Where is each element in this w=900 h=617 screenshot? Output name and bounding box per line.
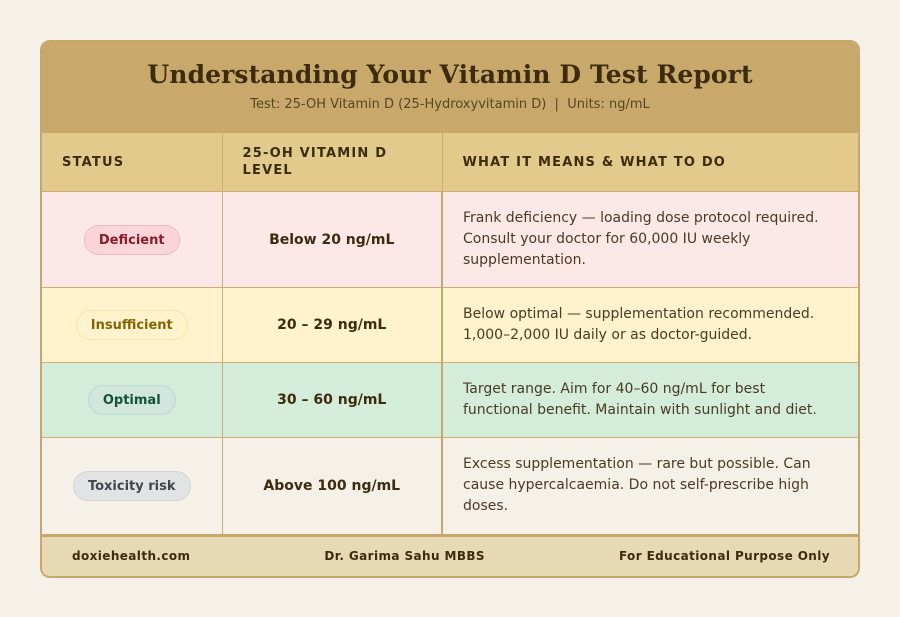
table-row-insufficient: Insufficient 20 – 29 ng/mL Below optimal… xyxy=(42,287,858,363)
level-cell: 20 – 29 ng/mL xyxy=(222,287,443,363)
vitamin-d-levels-table: STATUS 25-OH VITAMIN D LEVEL WHAT IT MEA… xyxy=(42,133,858,534)
footer-website: doxiehealth.com xyxy=(72,549,191,563)
meaning-cell: Below optimal — supplementation recommen… xyxy=(441,287,858,363)
status-badge-insufficient: Insufficient xyxy=(75,310,188,340)
status-cell: Toxicity risk xyxy=(42,437,223,534)
page-title: Understanding Your Vitamin D Test Report xyxy=(147,60,753,89)
table-row-optimal: Optimal 30 – 60 ng/mL Target range. Aim … xyxy=(42,362,858,438)
status-badge-toxicity-risk: Toxicity risk xyxy=(72,470,191,501)
level-cell: Below 20 ng/mL xyxy=(222,191,443,288)
table-row-toxicity-risk: Toxicity risk Above 100 ng/mL Excess sup… xyxy=(42,437,858,534)
meaning-cell: Excess supplementation — rare but possib… xyxy=(441,437,858,534)
report-footer: doxiehealth.com Dr. Garima Sahu MBBS For… xyxy=(42,533,858,576)
column-header-level: 25-OH VITAMIN D LEVEL xyxy=(222,133,443,192)
status-cell: Insufficient xyxy=(42,287,223,363)
level-cell: 30 – 60 ng/mL xyxy=(222,362,443,438)
vitamin-d-report-card: Understanding Your Vitamin D Test Report… xyxy=(40,40,860,578)
footer-disclaimer: For Educational Purpose Only xyxy=(618,549,830,563)
status-cell: Deficient xyxy=(42,191,223,288)
table-row-deficient: Deficient Below 20 ng/mL Frank deficienc… xyxy=(42,191,858,288)
status-badge-optimal: Optimal xyxy=(87,385,176,415)
column-header-status: STATUS xyxy=(42,133,223,192)
status-badge-deficient: Deficient xyxy=(83,224,180,255)
column-header-meaning: WHAT IT MEANS & WHAT TO DO xyxy=(442,133,858,192)
footer-author: Dr. Garima Sahu MBBS xyxy=(324,549,485,563)
level-cell: Above 100 ng/mL xyxy=(222,437,443,534)
report-header: Understanding Your Vitamin D Test Report… xyxy=(42,42,858,133)
meaning-cell: Frank deficiency — loading dose protocol… xyxy=(441,191,858,288)
status-cell: Optimal xyxy=(42,362,223,438)
meaning-cell: Target range. Aim for 40–60 ng/mL for be… xyxy=(441,362,858,438)
test-subtitle: Test: 25-OH Vitamin D (25-Hydroxyvitamin… xyxy=(250,97,650,112)
table-header-row: STATUS 25-OH VITAMIN D LEVEL WHAT IT MEA… xyxy=(42,133,858,192)
